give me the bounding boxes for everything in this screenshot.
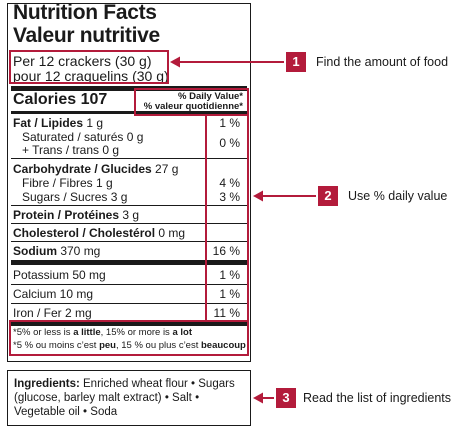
footnote-en-d: a lot: [172, 327, 192, 338]
label-title-en: Nutrition Facts: [13, 1, 157, 24]
row-sodium-name: Sodium: [13, 244, 57, 258]
row-sugars: Sugars / Sucres 3 g: [22, 190, 128, 204]
divider: [11, 241, 247, 242]
ingredients-label: Ingredients:: [14, 378, 80, 390]
footnote-fr: *5 % ou moins c’est peu, 15 % ou plus c’…: [13, 340, 246, 352]
row-iron: Iron / Fer 2 mg: [13, 306, 92, 320]
pct-sat-trans: 0 %: [219, 136, 240, 150]
pct-sugars: 3 %: [219, 190, 240, 204]
arrow-2-head: [253, 190, 263, 202]
daily-value-highlight-header: [134, 88, 249, 116]
arrow-3-head: [253, 392, 263, 404]
row-trans: + Trans / trans 0 g: [22, 143, 120, 157]
row-cholesterol-name: Cholesterol / Cholestérol: [13, 226, 156, 240]
callout-1-badge: 1: [286, 52, 306, 72]
divider: [11, 205, 247, 206]
row-fat-amount: 1 g: [83, 116, 104, 130]
footnote-en: *5% or less is a little, 15% or more is …: [13, 327, 192, 339]
serving-size-fr: pour 12 craquelins (30 g): [13, 68, 169, 84]
callout-2-text: Use % daily value: [348, 189, 448, 203]
footnote-highlight: [9, 320, 249, 356]
callout-2-badge: 2: [318, 186, 338, 206]
row-sodium: Sodium 370 mg: [13, 244, 100, 258]
row-protein-amount: 3 g: [119, 208, 140, 222]
row-protein: Protein / Protéines 3 g: [13, 208, 139, 222]
row-protein-name: Protein / Protéines: [13, 208, 120, 222]
pct-potassium: 1 %: [219, 268, 240, 282]
ingredients-line-2: (glucose, barley malt extract) • Salt •: [14, 392, 200, 404]
divider-medium: [11, 111, 247, 114]
footnote-en-c: , 15% or more is: [100, 327, 173, 338]
row-cholesterol-amount: 0 mg: [155, 226, 186, 240]
divider: [11, 303, 247, 304]
ingredients-line-1: Ingredients: Enriched wheat flour • Suga…: [14, 377, 235, 391]
row-calcium: Calcium 10 mg: [13, 287, 94, 301]
calories: Calories 107: [13, 91, 108, 108]
row-fat-name: Fat / Lipides: [13, 116, 84, 130]
divider: [11, 284, 247, 285]
footnote-fr-b: peu: [99, 340, 116, 351]
row-potassium: Potassium 50 mg: [13, 268, 106, 282]
label-title-fr: Valeur nutritive: [13, 24, 160, 47]
divider-thick: [11, 260, 247, 265]
row-fat: Fat / Lipides 1 g: [13, 116, 103, 130]
row-sodium-amount: 370 mg: [57, 244, 101, 258]
row-fibre: Fibre / Fibres 1 g: [22, 176, 113, 190]
daily-value-header-fr: % valeur quotidienne*: [143, 101, 243, 112]
ingredients-box: [7, 370, 251, 426]
footnote-en-a: *5% or less is: [13, 327, 74, 338]
pct-fibre: 4 %: [219, 176, 240, 190]
callout-3-text: Read the list of ingredients: [303, 391, 452, 405]
callout-3-badge: 3: [276, 388, 296, 408]
callout-1-text: Find the amount of food: [316, 55, 449, 69]
footnote-fr-d: beaucoup: [201, 340, 246, 351]
row-carbohydrate: Carbohydrate / Glucides 27 g: [13, 162, 178, 176]
pct-iron: 11 %: [213, 306, 240, 320]
row-carb-amount: 27 g: [151, 162, 179, 176]
arrow-1-head: [170, 56, 180, 68]
pct-fat: 1 %: [219, 116, 240, 130]
divider: [11, 223, 247, 224]
divider-thick: [11, 321, 247, 326]
divider: [11, 158, 247, 159]
divider-thick: [11, 86, 247, 91]
pct-calcium: 1 %: [219, 287, 240, 301]
row-saturated: Saturated / saturés 0 g: [22, 130, 144, 144]
footnote-en-b: a little: [73, 327, 101, 338]
footnote-fr-a: *5 % ou moins c’est: [13, 340, 100, 351]
serving-size-highlight: [9, 50, 169, 84]
daily-value-header-en: % Daily Value*: [178, 91, 243, 102]
ingredients-line-1-text: Enriched wheat flour • Sugars: [79, 378, 235, 390]
row-cholesterol: Cholesterol / Cholestérol 0 mg: [13, 226, 185, 240]
pct-sodium: 16 %: [212, 244, 240, 258]
row-carb-name: Carbohydrate / Glucides: [13, 162, 152, 176]
serving-size-en: Per 12 crackers (30 g): [13, 53, 152, 69]
footnote-fr-c: , 15 % ou plus c’est: [115, 340, 201, 351]
ingredients-line-3: Vegetable oil • Soda: [14, 406, 118, 418]
